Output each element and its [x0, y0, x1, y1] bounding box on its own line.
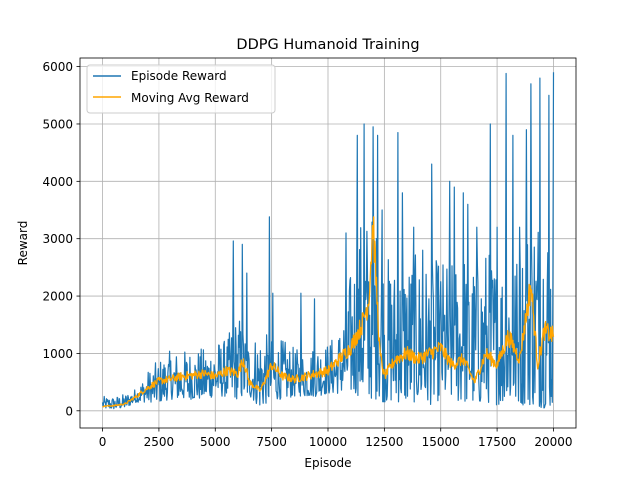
x-tick-label: 17500	[478, 435, 516, 449]
series-line-episode-reward	[101, 72, 555, 410]
chart-title: DDPG Humanoid Training	[236, 37, 419, 53]
y-tick-label: 6000	[42, 60, 73, 74]
x-tick-label: 5000	[200, 435, 231, 449]
legend-label-episode-reward: Episode Reward	[131, 69, 227, 83]
y-tick-label: 5000	[42, 117, 73, 131]
x-tick-label: 15000	[422, 435, 460, 449]
y-tick-label: 2000	[42, 290, 73, 304]
y-axis-label: Reward	[16, 221, 30, 266]
y-tick-label: 4000	[42, 175, 73, 189]
plot-area	[101, 72, 555, 410]
series-line-moving-avg	[102, 216, 555, 408]
y-tick-label: 1000	[42, 347, 73, 361]
legend-box	[86, 64, 276, 114]
x-axis-label: Episode	[304, 456, 351, 470]
ticks: 0 2500 5000 7500 10000 12500 15000 17500 20000 0 1…	[42, 60, 572, 449]
series-layer	[101, 72, 555, 410]
x-tick-label: 10000	[309, 435, 347, 449]
legend-label-moving-avg: Moving Avg Reward	[131, 91, 249, 105]
y-tick-label: 3000	[42, 232, 73, 246]
y-tick-label: 0	[65, 404, 73, 418]
x-tick-label: 7500	[256, 435, 287, 449]
x-tick-label: 20000	[534, 435, 572, 449]
x-tick-label: 12500	[365, 435, 403, 449]
x-tick-label: 2500	[144, 435, 175, 449]
x-tick-label: 0	[99, 435, 107, 449]
legend: Episode Reward Moving Avg Reward	[86, 64, 276, 114]
